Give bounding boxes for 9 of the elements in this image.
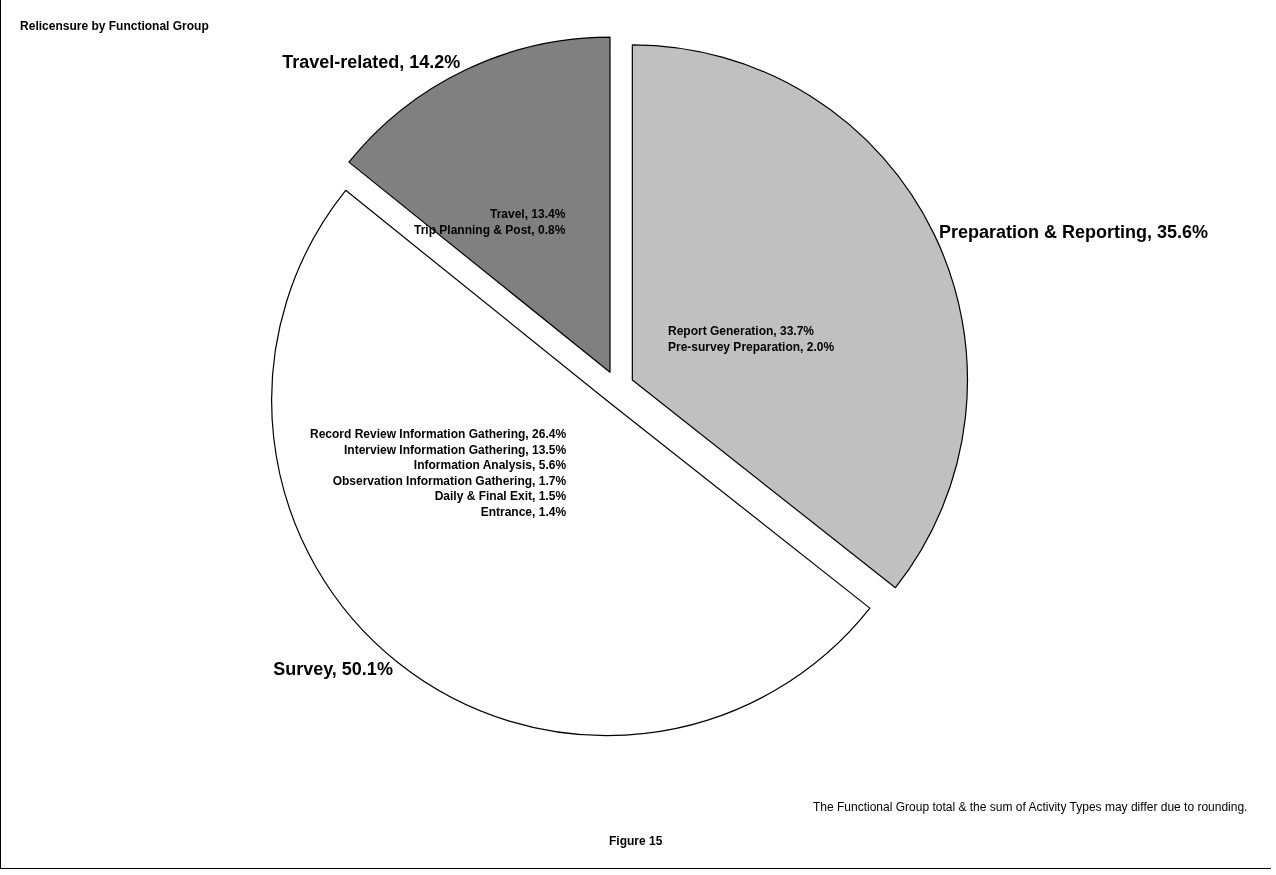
text: Report Generation, 33.7% Pre-survey Preparation, 2.0% [668, 324, 835, 354]
text: Relicensure by Functional Group [20, 19, 209, 34]
text: Record Review Information Gathering, 26.4% Interview Information Gathering, 13.5% Information Analysis, 5.6% Observation Information Gathering, 1.7% Daily & Final Exit, 1.5% Entrance, 1.4% [310, 427, 567, 519]
caption: Figure 15 [609, 834, 663, 848]
slice-label: Survey, 50.1% [273, 658, 393, 679]
slice-label: Travel-related, 14.2% [282, 51, 461, 72]
slice-label: Preparation & Reporting, 35.6% [938, 221, 1208, 242]
text: Travel, 13.4% Trip Planning & Post, 0.8% [414, 207, 566, 237]
text: The Functional Group total & the sum of Activity Types may differ due to rounding. [813, 800, 1248, 814]
